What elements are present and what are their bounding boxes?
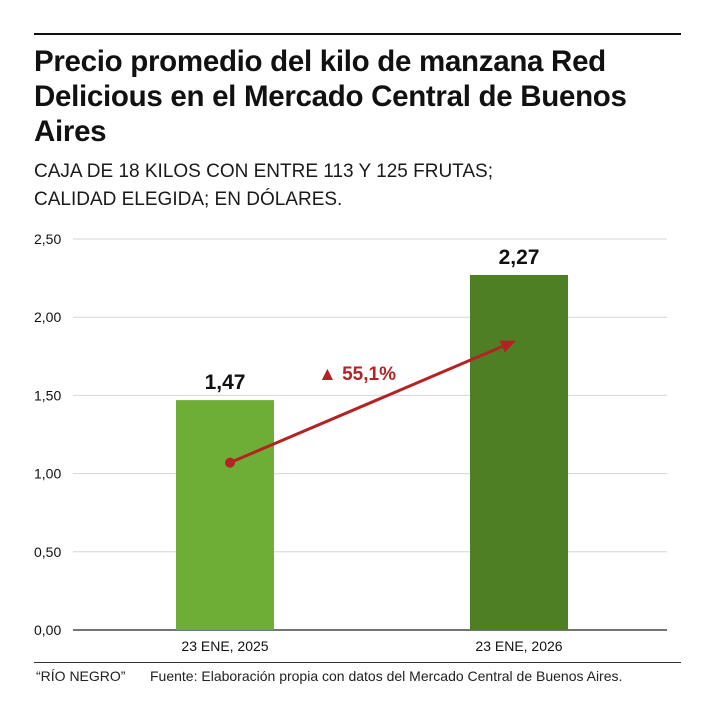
top-rule bbox=[34, 33, 681, 35]
x-tick-label: 23 ENE, 2025 bbox=[181, 638, 268, 654]
bar bbox=[470, 274, 568, 630]
chart-title: Precio promedio del kilo de manzana Red … bbox=[34, 45, 627, 148]
y-tick-label: 2,50 bbox=[34, 231, 61, 247]
gridlines bbox=[73, 238, 667, 631]
x-tick-label: 23 ENE, 2026 bbox=[475, 638, 562, 654]
subtitle-line-2: CALIDAD ELEGIDA; EN DÓLARES. bbox=[34, 189, 343, 210]
y-axis-ticks: 0,00 0,50 1,00 1,50 2,00 2,50 bbox=[34, 231, 61, 638]
arrow-line bbox=[229, 345, 503, 465]
subtitle-line-1: CAJA DE 18 KILOS CON ENTRE 113 Y 125 FRU… bbox=[34, 161, 493, 182]
bar bbox=[176, 400, 274, 630]
y-tick-label: 2,00 bbox=[34, 309, 61, 325]
footer-source: Fuente: Elaboración propia con datos del… bbox=[150, 668, 623, 684]
bottom-rule bbox=[34, 662, 681, 663]
change-percentage-label: ▲ 55,1% bbox=[318, 364, 396, 385]
bar-value-label: 1,47 bbox=[205, 371, 246, 394]
y-tick-label: 0,50 bbox=[34, 544, 61, 560]
y-tick-label: 1,00 bbox=[34, 466, 61, 482]
bars bbox=[176, 274, 568, 630]
x-axis-ticks: 23 ENE, 2025 23 ENE, 2026 bbox=[181, 638, 562, 654]
bar-value-label: 2,27 bbox=[499, 246, 540, 269]
value-labels: 1,47 2,27 bbox=[205, 246, 540, 394]
chart-subtitle: CAJA DE 18 KILOS CON ENTRE 113 Y 125 FRU… bbox=[34, 158, 674, 214]
change-annotation: ▲ 55,1% bbox=[225, 340, 516, 468]
footer-credit: “RÍO NEGRO” bbox=[36, 668, 126, 684]
y-tick-label: 0,00 bbox=[34, 622, 61, 638]
y-tick-label: 1,50 bbox=[34, 387, 61, 403]
arrow-head bbox=[499, 340, 516, 353]
